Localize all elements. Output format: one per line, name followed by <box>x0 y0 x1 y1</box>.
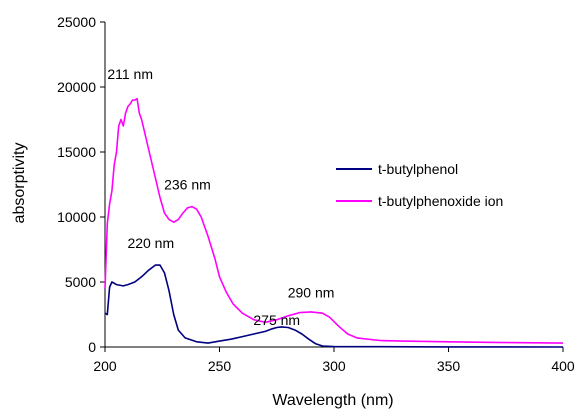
peak-annotation: 236 nm <box>164 177 211 193</box>
series-line-1 <box>105 99 563 343</box>
legend-label-0: t-butylphenol <box>378 161 458 177</box>
x-tick-label: 200 <box>93 358 117 374</box>
peak-annotations: 211 nm 236 nm 220 nm 290 nm 275 nm <box>107 66 334 328</box>
peak-annotation: 220 nm <box>127 235 174 251</box>
x-axis-label: Wavelength (nm) <box>272 392 393 409</box>
x-tick-label: 400 <box>551 358 575 374</box>
x-tick-label: 300 <box>322 358 346 374</box>
y-tick-label: 20000 <box>57 79 96 95</box>
peak-annotation: 290 nm <box>288 285 335 301</box>
x-tick-label: 250 <box>208 358 232 374</box>
y-tick-label: 25000 <box>57 14 96 30</box>
y-axis-ticks: 0 5000 10000 15000 20000 25000 <box>57 14 105 355</box>
y-axis-label: absorptivity <box>11 143 28 224</box>
legend-label-1: t-butylphenoxide ion <box>378 193 503 209</box>
x-tick-label: 350 <box>437 358 461 374</box>
series-lines <box>105 99 563 347</box>
legend: t-butylphenol t-butylphenoxide ion <box>336 161 503 209</box>
y-tick-label: 5000 <box>65 274 96 290</box>
peak-annotation: 275 nm <box>253 312 300 328</box>
y-tick-label: 10000 <box>57 209 96 225</box>
x-axis-ticks: 200 250 300 350 400 <box>93 347 575 374</box>
series-line-0 <box>105 265 563 347</box>
y-tick-label: 0 <box>88 339 96 355</box>
peak-annotation: 211 nm <box>107 66 153 82</box>
y-tick-label: 15000 <box>57 144 96 160</box>
